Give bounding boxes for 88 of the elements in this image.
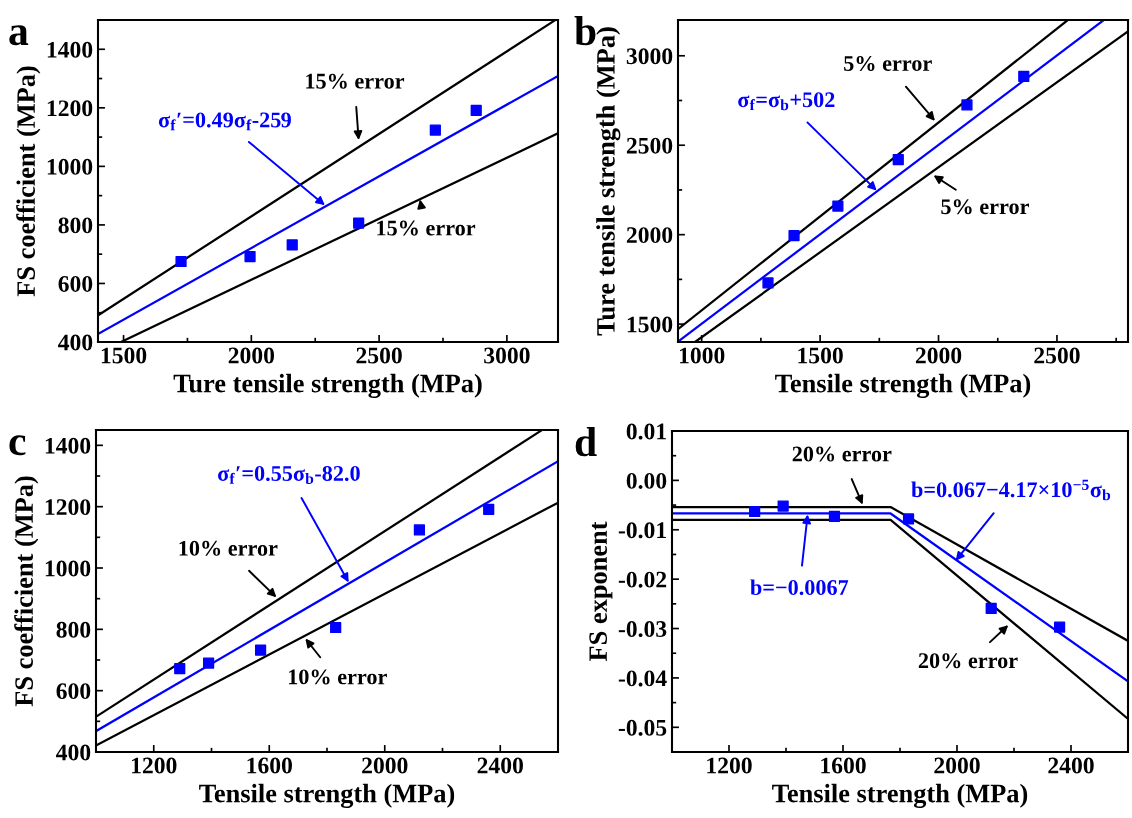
point xyxy=(174,662,186,675)
y-tick-label: 600 xyxy=(56,683,91,700)
y-tick-label: -0.05 xyxy=(618,719,667,736)
y-tick-label: 1400 xyxy=(45,437,91,454)
annotation: 10% error xyxy=(288,669,387,685)
x-tick-label: 3000 xyxy=(484,347,530,364)
chart-title: a xyxy=(9,25,29,46)
point xyxy=(483,503,495,516)
x-tick-label: 2000 xyxy=(362,757,408,774)
y-axis-title: FS coefficient (MPa) xyxy=(16,66,41,297)
y-tick-label: 1000 xyxy=(45,560,91,577)
point xyxy=(353,217,365,229)
x-tick-label: 2400 xyxy=(1048,757,1094,774)
point xyxy=(429,124,441,136)
y-tick-label: -0.02 xyxy=(618,571,667,588)
x-axis-title: Tensile strength (MPa) xyxy=(772,783,1028,808)
annotation: σ$_{f}$=σ$_{b}$+502 xyxy=(738,92,835,111)
y-tick-label: 2000 xyxy=(626,227,673,244)
annotation: 5% error xyxy=(941,199,1029,215)
y-tick-label: 1500 xyxy=(627,316,673,333)
y-tick-label: -0.04 xyxy=(618,670,667,687)
point xyxy=(175,255,187,268)
x-tick-label: 1000 xyxy=(679,347,725,364)
x-tick-label: 1600 xyxy=(247,757,292,774)
y-tick-label: 2500 xyxy=(626,137,673,154)
point xyxy=(1018,70,1030,82)
annotation: b=−0.0067 xyxy=(750,579,849,596)
x-tick-label: 1600 xyxy=(821,757,866,774)
y-tick-label: 800 xyxy=(58,217,93,234)
x-tick-label: 1200 xyxy=(132,757,177,774)
chart-title: d xyxy=(575,427,597,457)
annotation: 20% error xyxy=(918,653,1018,669)
point xyxy=(244,250,256,263)
x-axis-title: Tensile strength (MPa) xyxy=(775,373,1031,398)
point xyxy=(832,200,844,212)
y-tick-label: 1400 xyxy=(47,41,93,58)
point xyxy=(330,621,342,634)
y-tick-label: -0.03 xyxy=(618,621,667,638)
x-tick-label: 2000 xyxy=(934,757,980,774)
x-tick-label: 2500 xyxy=(1034,347,1080,364)
point xyxy=(961,99,973,111)
y-tick-label: 1200 xyxy=(47,100,93,117)
annotation: b=0.067−4.17×10$^{−5}$σ$_{b}$ xyxy=(911,479,1111,501)
y-axis-title: FS exponent xyxy=(589,521,613,662)
y-axis-title: FS coefficient (MPa) xyxy=(14,476,39,707)
point xyxy=(902,513,915,525)
y-tick-label: 1000 xyxy=(47,158,93,175)
point xyxy=(749,505,761,518)
point xyxy=(254,644,267,656)
point xyxy=(762,277,774,289)
chart-title: b xyxy=(574,16,596,46)
annotation: σ$_{f}$′=0.49σ$_{f}$-259 xyxy=(158,112,291,131)
annotation: σ$_{f}$′=0.55σ$_{b}$-82.0 xyxy=(218,465,360,484)
y-tick-label: 0.00 xyxy=(626,472,667,489)
point xyxy=(892,153,904,166)
x-tick-label: 1200 xyxy=(707,757,752,774)
y-tick-label: 800 xyxy=(56,621,91,638)
point xyxy=(1053,621,1066,633)
point xyxy=(470,104,482,117)
x-tick-label: 2000 xyxy=(228,347,275,364)
point xyxy=(413,524,426,536)
chart-title: c xyxy=(9,435,26,456)
annotation: 10% error xyxy=(179,540,278,556)
y-tick-label: 3000 xyxy=(626,48,673,65)
annotation: 5% error xyxy=(844,55,932,71)
annotation: 15% error xyxy=(306,73,405,89)
x-tick-label: 2000 xyxy=(915,347,962,364)
point xyxy=(788,229,800,242)
point xyxy=(828,510,841,523)
point xyxy=(286,239,298,251)
x-axis-title: Tensile strength (MPa) xyxy=(199,783,455,808)
y-tick-label: 0.01 xyxy=(626,423,666,440)
x-tick-label: 2500 xyxy=(356,347,402,364)
point xyxy=(203,657,215,669)
y-tick-label: -0.01 xyxy=(618,522,666,539)
x-tick-label: 1500 xyxy=(101,347,147,364)
y-tick-label: 400 xyxy=(56,744,91,761)
x-tick-label: 2400 xyxy=(477,757,523,774)
y-axis-title: Ture tensile strength (MPa) xyxy=(596,27,621,336)
annotation: 15% error xyxy=(377,220,476,236)
y-tick-label: 600 xyxy=(58,275,93,292)
y-tick-label: 1200 xyxy=(45,499,91,516)
point xyxy=(985,602,997,614)
x-tick-label: 1500 xyxy=(798,347,843,364)
y-tick-label: 400 xyxy=(58,334,93,351)
point xyxy=(777,500,789,512)
x-axis-title: Ture tensile strength (MPa) xyxy=(173,373,482,398)
annotation: 20% error xyxy=(792,446,892,462)
